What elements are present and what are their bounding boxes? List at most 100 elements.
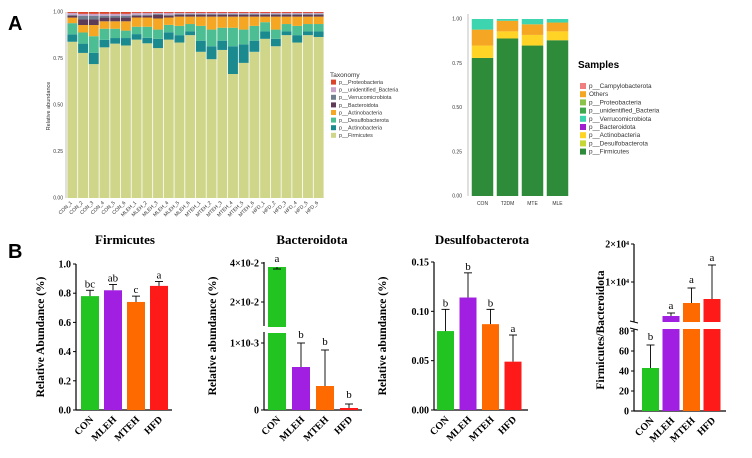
a1-bar-segment (260, 31, 271, 39)
a1-bar-segment (313, 14, 324, 17)
a1-legend-swatch (331, 79, 336, 85)
a1-bar-segment (67, 12, 78, 13)
a1-bar-segment (174, 25, 185, 36)
a1-bar-segment (163, 24, 174, 33)
a1-bar-segment (260, 12, 271, 13)
b1-sig-label: c (134, 284, 139, 296)
a1-bar-segment (281, 24, 292, 32)
a1-bar-segment (131, 14, 142, 16)
panel-letter-a: A (8, 13, 22, 35)
b3-bar (482, 324, 499, 410)
b1-ytick-label: 0.2 (59, 376, 72, 387)
a2-bar-segment (546, 40, 569, 196)
a2-bar-segment (471, 19, 494, 30)
a1-ytick-label: 0.25 (53, 149, 63, 155)
a2-bar-segment (546, 31, 569, 41)
a1-bar-segment (249, 12, 260, 14)
a1-bar-segment (153, 38, 163, 49)
a1-bar-segment (185, 13, 196, 15)
a1-bar-segment (302, 24, 313, 32)
a1-bar-segment (228, 12, 238, 13)
a1-legend-swatch (331, 125, 336, 131)
b-xtick-label: MLEH (278, 414, 308, 444)
chart-b1-firmicutes: Firmicutes Relative Abundance (%) 0.0 0.2 0.… (35, 232, 172, 444)
a1-bar-segment (238, 16, 249, 30)
a1-bar-segment (153, 12, 163, 13)
a1-bar-segment (67, 34, 78, 42)
a1-bar-segment (142, 12, 153, 13)
a1-bar-segment (185, 24, 196, 32)
a1-bar-segment (238, 29, 249, 45)
a1-bar-segment (238, 12, 249, 14)
a1-legend-label: p__Actinobacteria (339, 126, 382, 132)
a1-bar-segment (249, 40, 260, 52)
a1-bar-segment (281, 14, 292, 17)
a1-legend-label: p__Proteobacteria (339, 80, 383, 86)
a2-legend-label: p__Proteobacteria (589, 99, 642, 106)
b2-sig-label: b (298, 329, 304, 341)
a2-legend-swatch (580, 83, 586, 89)
a1-bar-segment (78, 15, 89, 20)
a1-ytick-label: 0.50 (53, 103, 63, 109)
b-xtick-label: MTEH (113, 414, 143, 444)
b3-ytick-label: 0.05 (412, 356, 430, 367)
b2-ytick-label: 2×10-2 (230, 298, 259, 309)
a1-bar-segment (120, 12, 131, 14)
b4-sig-label: a (710, 252, 715, 264)
a1-bar-segment (206, 46, 217, 60)
a1-bar-segment (217, 27, 228, 41)
a1-bar-segment (163, 12, 174, 13)
b2-title: Bacteroidota (276, 232, 348, 247)
b-xtick-label: MTEH (302, 414, 332, 444)
a1-bar-segment (281, 12, 292, 13)
b2-sig-label: b (346, 389, 352, 401)
b-xtick-label: MTEH (467, 414, 497, 444)
b4-sig-label: a (669, 300, 674, 312)
a1-bar-segment (292, 16, 303, 26)
a2-xtick-label: T2DM (501, 201, 515, 207)
a1-bar-segment (195, 40, 206, 52)
a1-bar-segment (292, 35, 303, 43)
a2-legend-label: p__Firmicutes (589, 149, 629, 156)
b1-ytick-label: 0.4 (59, 347, 72, 358)
a1-bar-segment (78, 13, 89, 16)
b2-bar (340, 408, 358, 410)
b2-ytick-label: 4×10-2 (230, 259, 259, 270)
a1-bar-segment (110, 28, 121, 39)
a1-legend-title: Taxonomy (330, 72, 360, 79)
a1-bar-segment (292, 13, 303, 15)
a1-bar-segment (260, 12, 271, 14)
a1-bar-segment (249, 14, 260, 17)
a1-bar-segment (110, 15, 121, 18)
b2-ylabel: Relative abundance (%) (207, 276, 219, 395)
a1-bar-segment (153, 29, 163, 39)
a1-bar-segment (281, 31, 292, 36)
a1-legend-label: p__Verrucomicrobiota (339, 95, 391, 101)
a1-bar-segment (78, 12, 89, 14)
a1-bar-segment (217, 14, 228, 17)
b4-sig-label: b (648, 331, 654, 343)
a1-bar-segment (313, 12, 324, 13)
a1-bar-segment (174, 13, 185, 15)
b4-ytick-label: 60 (619, 347, 629, 358)
a1-bar-segment (302, 35, 313, 199)
a1-bar-segment (78, 52, 89, 198)
a1-bar-segment (99, 13, 110, 16)
a1-bar-segment (131, 12, 142, 15)
a2-ytick-label: 0.50 (452, 105, 462, 111)
a1-bar-segment (281, 13, 292, 15)
a1-bar-segment (163, 14, 174, 16)
a1-bar-segment (195, 13, 206, 15)
a1-bar-segment (302, 13, 313, 15)
a1-bar-segment (206, 12, 217, 13)
a1-bar-segment (292, 25, 303, 36)
a1-bar-segment (120, 15, 131, 18)
b2-ytick-label: 1×10-3 (230, 339, 259, 350)
a1-bar-segment (217, 12, 228, 14)
b4-ytick-label: 1×10⁴ (605, 278, 629, 289)
a1-bar-segment (120, 17, 131, 22)
a1-bar-segment (260, 22, 271, 32)
a1-bar-segment (302, 16, 313, 25)
a1-bar-segment (206, 59, 217, 198)
b3-ytick-label: 0.10 (412, 307, 430, 318)
